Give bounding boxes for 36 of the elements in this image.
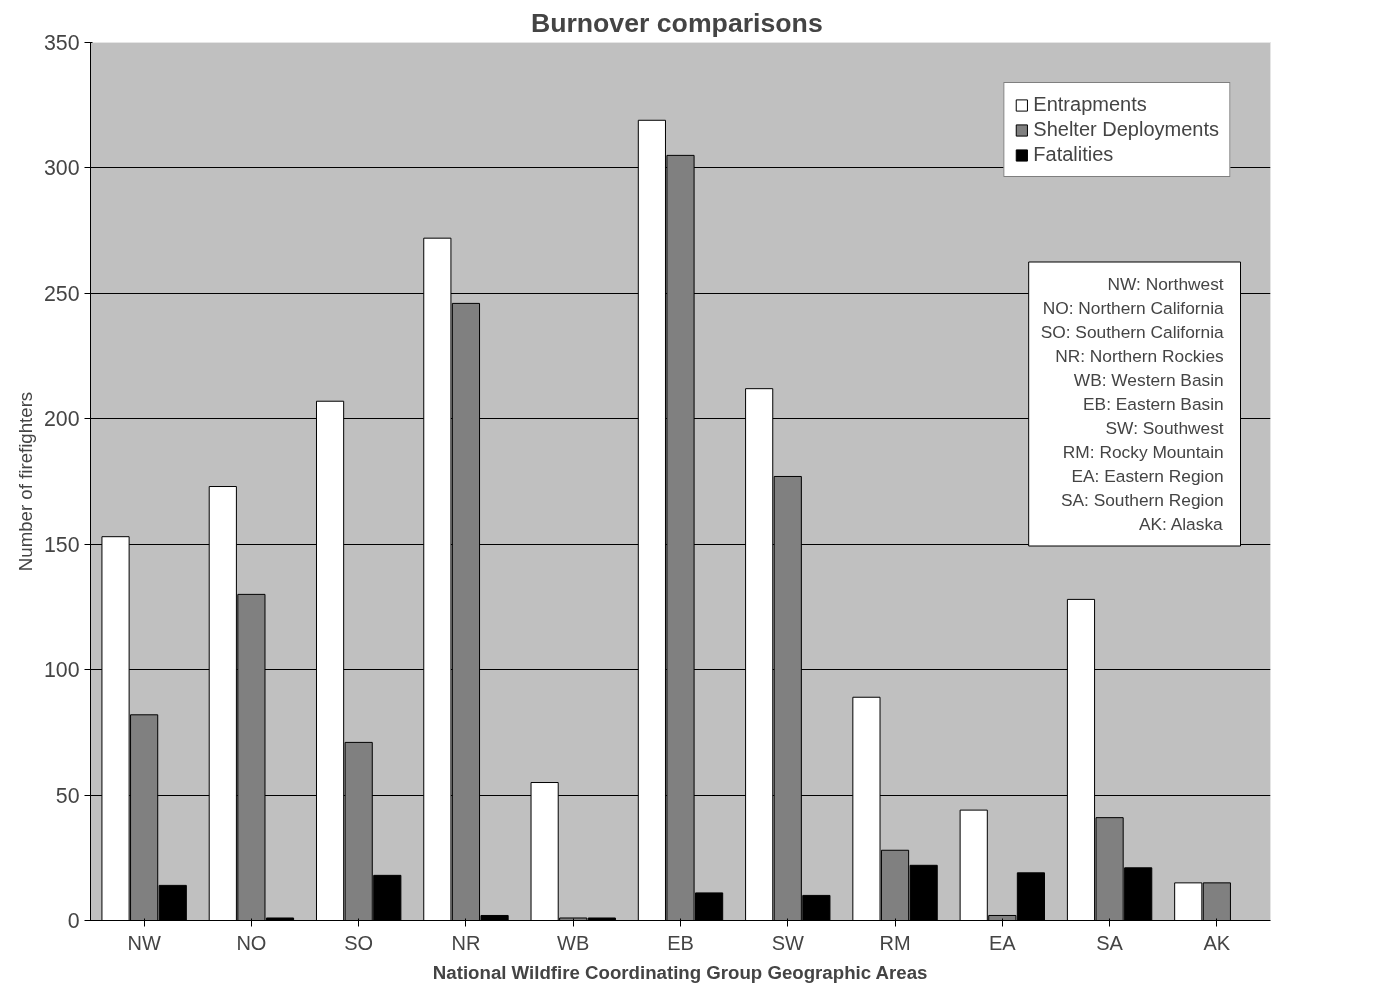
x-axis-title: National Wildfire Coordinating Group Geographic Areas <box>432 961 928 983</box>
x-tick-label: SO <box>344 931 374 954</box>
legend-label: Shelter Deployments <box>1033 118 1219 141</box>
x-tick-label: AK <box>1203 931 1231 954</box>
y-tick-label: 300 <box>43 156 80 181</box>
annotation: NR: Northern Rockies <box>1055 346 1225 366</box>
y-tick-label: 150 <box>43 532 80 557</box>
annotation: SA: Southern Region <box>1060 490 1224 510</box>
y-tick-label: 350 <box>43 31 80 55</box>
annotation: SO: Southern California <box>1040 322 1225 342</box>
annotation: AK: Alaska <box>1138 514 1224 534</box>
annotation: NW: Northwest <box>1107 274 1224 294</box>
x-tick-label: NR <box>451 931 481 954</box>
y-tick-label: 50 <box>55 783 80 808</box>
y-tick-label: 0 <box>67 909 80 933</box>
x-tick-label: NW <box>127 931 161 954</box>
legend-label: Fatalities <box>1033 143 1114 166</box>
y-axis-title: Number of firefighters <box>14 391 36 572</box>
x-tick-label: EA <box>988 931 1017 954</box>
chart-title: Burnover comparisons <box>530 7 823 38</box>
y-tick-label: 100 <box>43 658 80 683</box>
x-tick-label: RM <box>879 931 911 954</box>
x-tick-label: NO <box>236 931 267 954</box>
x-tick-label: EB <box>667 931 694 954</box>
annotation: SW: Southwest <box>1105 418 1224 438</box>
x-tick-label: SW <box>771 931 804 954</box>
y-tick-label: 250 <box>43 281 80 306</box>
legend-label: Entrapments <box>1033 93 1147 116</box>
annotation: WB: Western Basin <box>1073 370 1224 390</box>
x-tick-label: WB <box>557 931 590 954</box>
annotation: RM: Rocky Mountain <box>1062 442 1224 462</box>
annotation: EB: Eastern Basin <box>1083 394 1224 414</box>
annotation: NO: Northern California <box>1042 298 1225 318</box>
y-tick-label: 200 <box>43 407 80 432</box>
x-tick-label: SA <box>1096 931 1124 954</box>
annotation: EA: Eastern Region <box>1071 466 1224 486</box>
